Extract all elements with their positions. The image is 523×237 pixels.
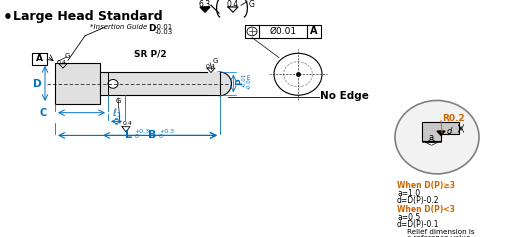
Circle shape <box>274 53 322 95</box>
Text: P: P <box>235 78 244 85</box>
Text: a: a <box>429 133 434 142</box>
Text: -0.03: -0.03 <box>155 29 173 35</box>
Text: a reference value.: a reference value. <box>407 235 473 237</box>
Text: 0.4: 0.4 <box>57 60 67 65</box>
Text: 6.3: 6.3 <box>199 0 211 9</box>
Text: •: • <box>3 10 13 26</box>
Text: G: G <box>213 58 219 64</box>
Ellipse shape <box>209 72 232 96</box>
Text: -0.01: -0.01 <box>155 24 173 30</box>
Polygon shape <box>200 7 210 12</box>
Text: +0.3: +0.3 <box>159 129 174 134</box>
Text: SR P/2: SR P/2 <box>134 50 166 59</box>
Text: d=D(P)-0.2: d=D(P)-0.2 <box>397 196 439 205</box>
Text: -0.0m: -0.0m <box>246 73 252 89</box>
Circle shape <box>108 79 118 88</box>
Text: B: B <box>147 130 156 140</box>
Circle shape <box>247 27 257 36</box>
Text: d=D(P)-0.1: d=D(P)-0.1 <box>397 220 439 229</box>
Text: -0.01: -0.01 <box>241 72 246 87</box>
Text: d: d <box>446 127 452 136</box>
Text: G: G <box>249 0 255 9</box>
Text: a=1.0: a=1.0 <box>397 189 420 198</box>
Bar <box>245 25 321 38</box>
Bar <box>55 63 100 104</box>
Text: 0: 0 <box>134 134 139 139</box>
Text: a=0.5: a=0.5 <box>397 213 420 222</box>
Text: $\ell_1$: $\ell_1$ <box>111 106 121 120</box>
Bar <box>100 72 220 95</box>
Text: G: G <box>115 98 121 104</box>
Text: 0.4: 0.4 <box>123 121 133 126</box>
Bar <box>32 53 47 65</box>
Text: R0.2: R0.2 <box>442 114 464 123</box>
Text: 0: 0 <box>159 134 163 139</box>
Text: G: G <box>65 53 71 59</box>
Polygon shape <box>422 122 459 141</box>
Text: 0.4: 0.4 <box>227 0 239 9</box>
Circle shape <box>395 100 479 174</box>
Text: Large Head Standard: Large Head Standard <box>13 10 163 23</box>
Polygon shape <box>437 131 445 135</box>
Text: D: D <box>32 79 41 89</box>
Text: When D(P)<3: When D(P)<3 <box>397 205 455 214</box>
Text: D: D <box>148 24 155 33</box>
Text: When D(P)≥3: When D(P)≥3 <box>397 181 455 190</box>
Text: Ø0.01: Ø0.01 <box>269 27 297 36</box>
Text: 0.4: 0.4 <box>206 64 216 69</box>
Text: A: A <box>310 27 318 36</box>
Text: No Edge: No Edge <box>320 91 369 101</box>
Text: Relief dimension is: Relief dimension is <box>407 228 475 235</box>
Circle shape <box>397 229 405 236</box>
Text: *Insertion Guide: *Insertion Guide <box>90 24 147 30</box>
Text: +0.3: +0.3 <box>134 129 150 134</box>
Bar <box>208 72 220 95</box>
Text: A: A <box>36 55 43 64</box>
Text: C: C <box>39 108 47 118</box>
Text: L: L <box>124 130 131 140</box>
